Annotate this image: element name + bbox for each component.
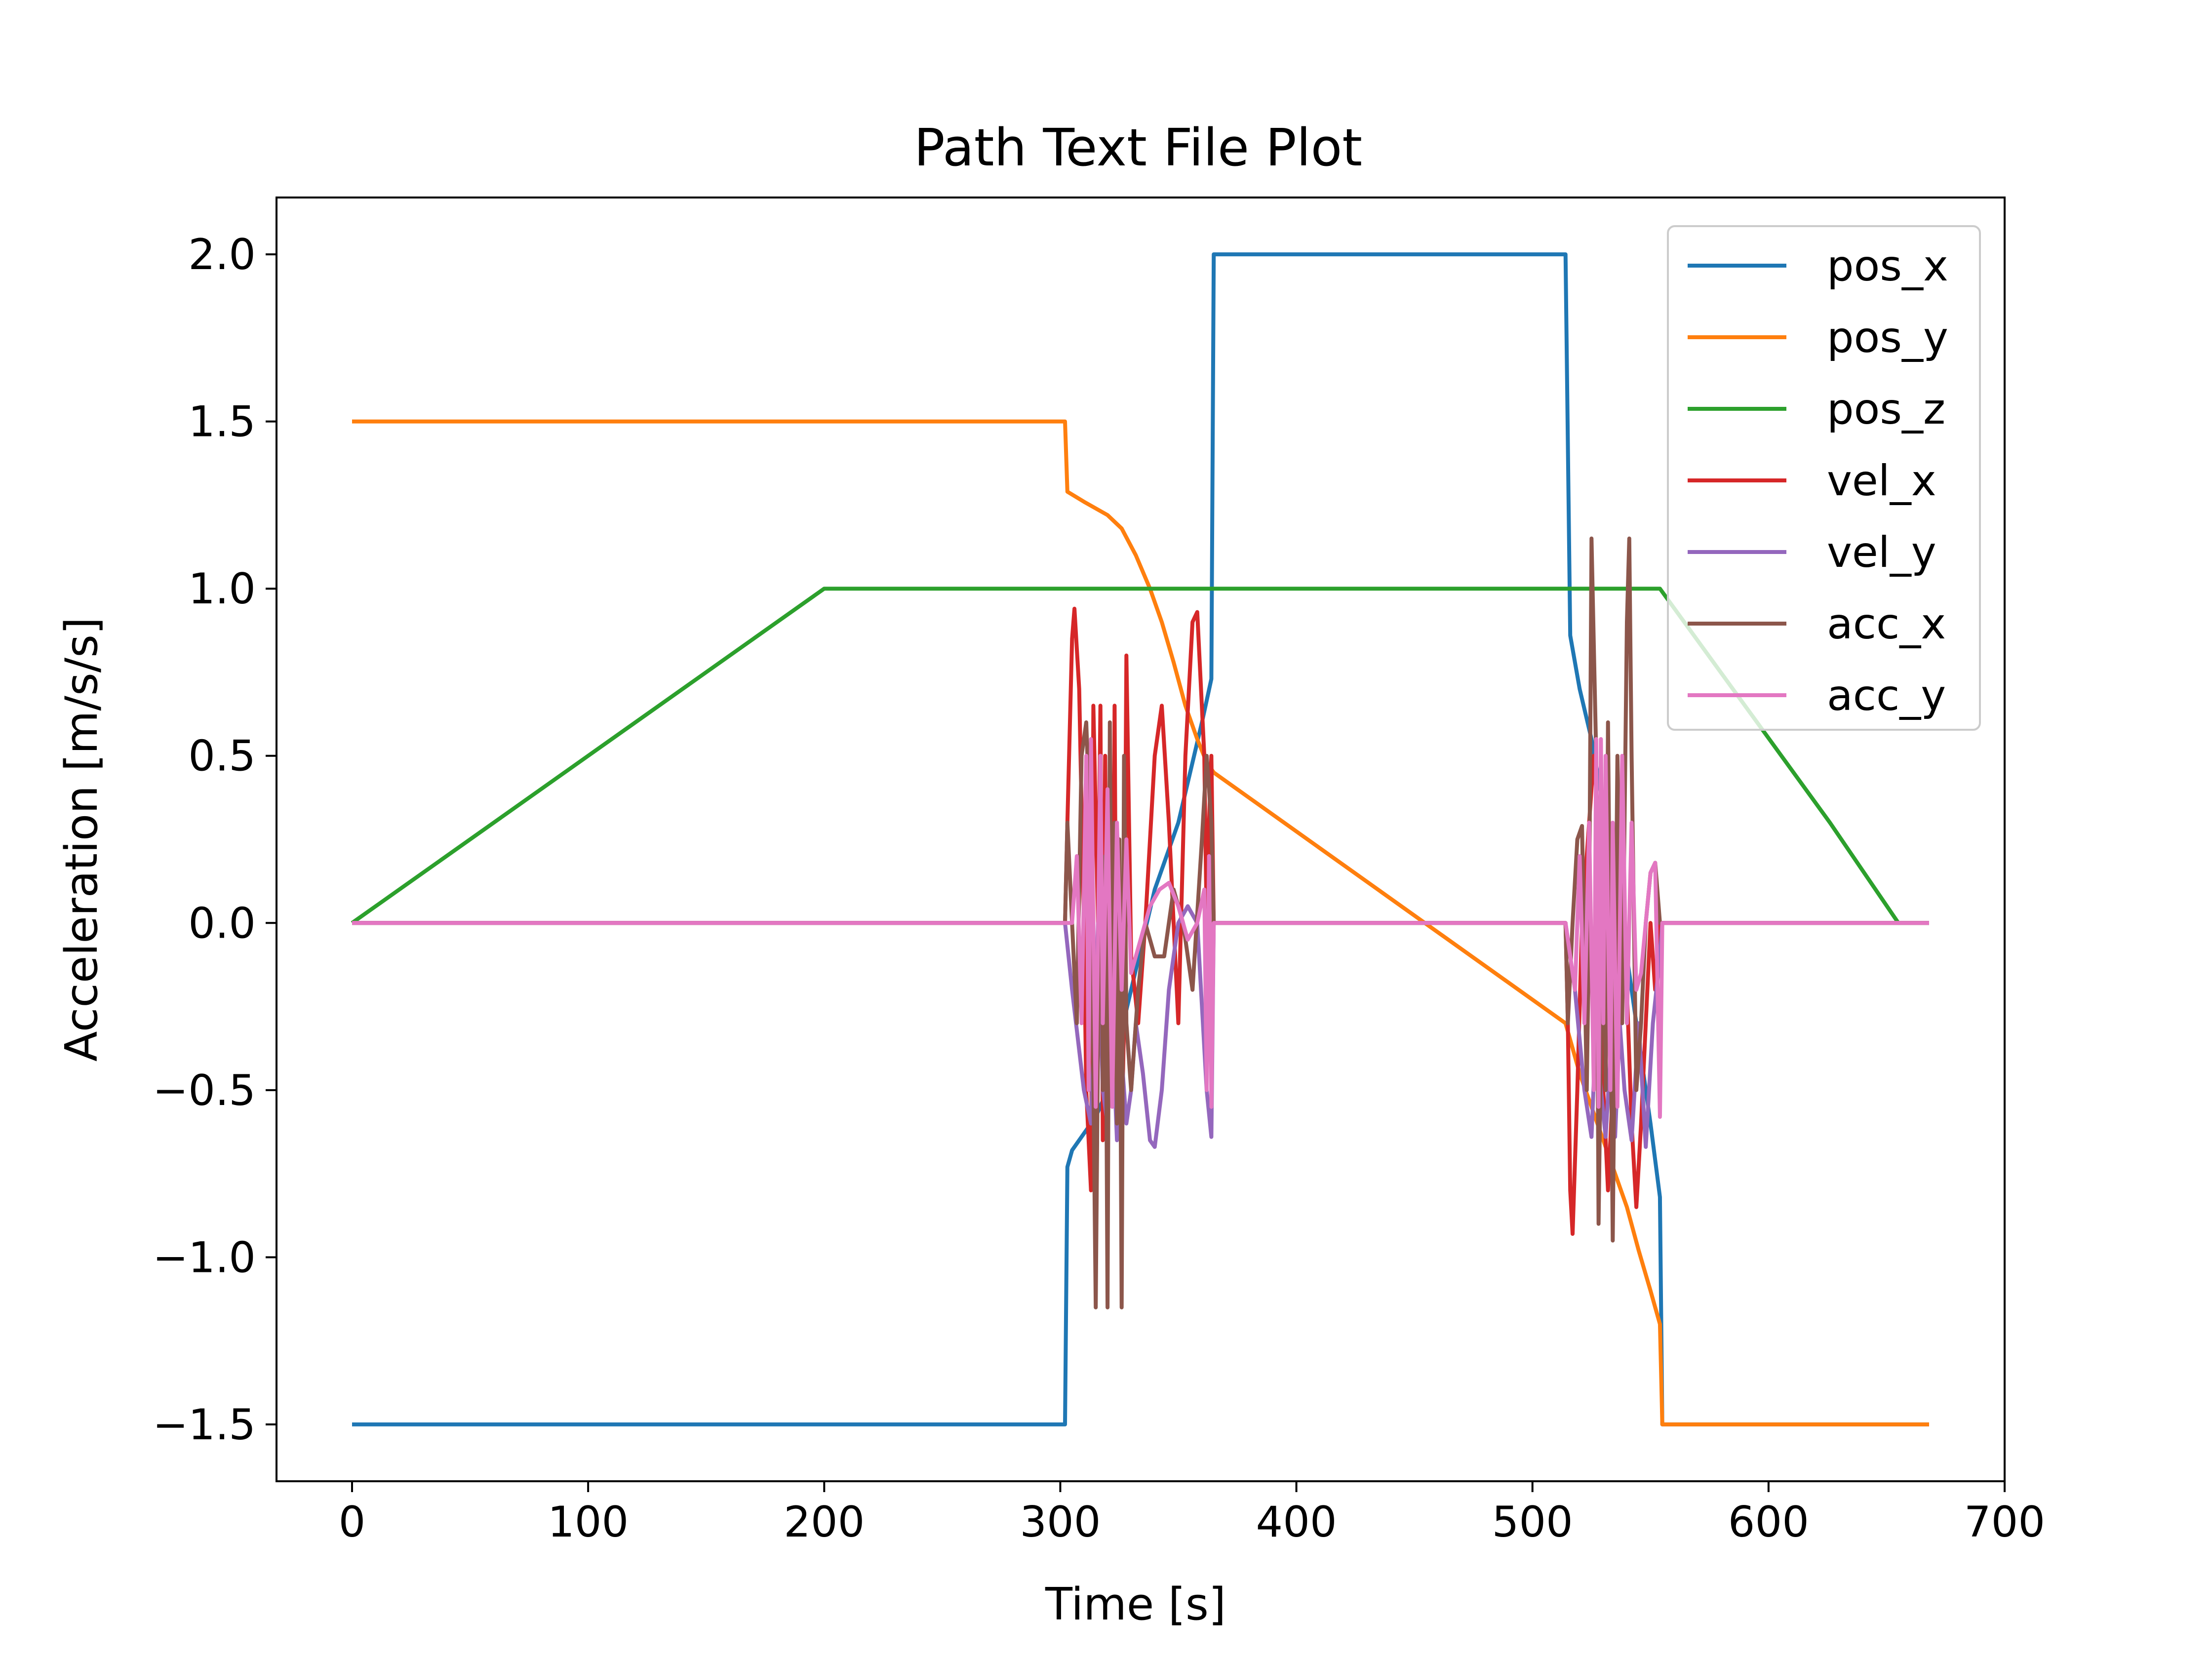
x-tick-label: 0 xyxy=(339,1498,366,1547)
x-tick-label: 700 xyxy=(1964,1498,2045,1547)
y-tick-label: −1.0 xyxy=(153,1233,256,1282)
legend-label-vel-y: vel_y xyxy=(1827,528,1936,577)
x-tick-label: 600 xyxy=(1728,1498,1809,1547)
y-tick-label: 0.5 xyxy=(188,732,256,781)
series-line-acc-y xyxy=(352,737,1929,1119)
y-tick-label: 1.0 xyxy=(188,564,256,614)
y-tick-label: 2.0 xyxy=(188,230,256,279)
legend-label-pos-x: pos_x xyxy=(1827,241,1948,291)
x-axis-label: Time [s] xyxy=(1045,1579,1226,1630)
x-tick-label: 100 xyxy=(548,1498,629,1547)
x-tick-label: 400 xyxy=(1256,1498,1337,1547)
legend-label-pos-y: pos_y xyxy=(1827,313,1948,362)
x-axis: 0 100 200 300 400 500 600 700 xyxy=(339,1481,2045,1547)
legend: pos_x pos_y pos_z vel_x vel_y acc_x acc_y xyxy=(1667,225,1981,731)
y-axis: −1.5 −1.0 −0.5 0.0 0.5 1.0 1.5 2.0 xyxy=(153,230,276,1450)
x-tick-label: 300 xyxy=(1020,1498,1101,1547)
axes-frame xyxy=(276,197,2006,1482)
legend-label-acc-y: acc_y xyxy=(1827,671,1946,720)
y-tick-label: 1.5 xyxy=(188,397,256,447)
legend-box xyxy=(1667,225,1981,731)
y-tick-label: 0.0 xyxy=(188,899,256,948)
legend-label-pos-z: pos_z xyxy=(1827,385,1945,434)
x-tick-label: 500 xyxy=(1492,1498,1573,1547)
y-tick-label: −1.5 xyxy=(153,1400,256,1450)
legend-label-acc-x: acc_x xyxy=(1827,599,1946,649)
legend-label-vel-x: vel_x xyxy=(1827,456,1936,506)
chart-title: Path Text File Plot xyxy=(914,118,1362,178)
y-tick-label: −0.5 xyxy=(153,1066,256,1115)
series-line-acc-x xyxy=(352,536,1929,1309)
x-tick-label: 200 xyxy=(784,1498,865,1547)
y-axis-label: Acceleration [m/s/s] xyxy=(56,617,108,1062)
